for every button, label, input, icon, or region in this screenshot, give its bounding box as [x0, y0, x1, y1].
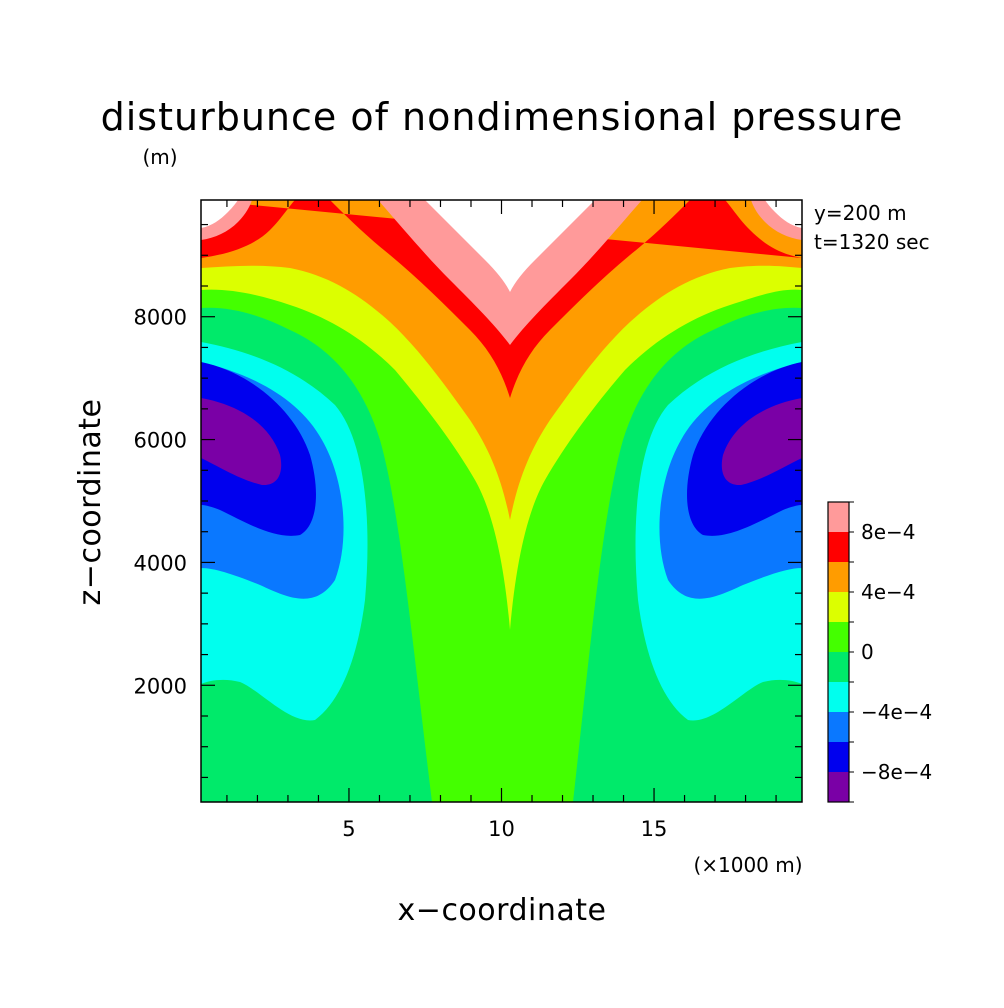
colorbar: 8e−4 4e−4 0 −4e−4 −8e−4 [827, 501, 932, 803]
y-tick-label: 8000 [134, 306, 187, 330]
y-tick-label: 6000 [134, 429, 187, 453]
colorbar-swatch [828, 682, 849, 712]
colorbar-label: −8e−4 [861, 760, 932, 784]
colorbar-swatch [828, 742, 849, 772]
colorbar-swatch [828, 712, 849, 742]
contour-band-minus4e-4-to-minus6e-4 [201, 362, 802, 599]
contour-band-minus6e-4-to-minus8e-4 [201, 362, 802, 536]
y-axis: 2000 4000 6000 8000 [134, 223, 802, 779]
annotation-t: t=1320 sec [814, 230, 930, 254]
colorbar-label: 4e−4 [861, 580, 916, 604]
colorbar-swatch [828, 622, 849, 652]
colorbar-swatch [828, 772, 849, 802]
colorbar-label: −4e−4 [861, 700, 932, 724]
y-axis-label: z−coordinate [73, 399, 108, 606]
colorbar-swatch [828, 592, 849, 622]
x-axis: 5 10 15 [226, 200, 777, 841]
annotation-y: y=200 m [814, 201, 907, 225]
colorbar-swatch [828, 652, 849, 682]
contour-field [201, 200, 802, 802]
colorbar-swatch [828, 562, 849, 592]
x-tick-label: 5 [342, 817, 355, 841]
x-axis-label: x−coordinate [398, 893, 607, 928]
y-axis-unit: (m) [142, 145, 177, 169]
y-tick-label: 2000 [134, 674, 187, 698]
colorbar-swatch [828, 502, 849, 532]
colorbar-label: 8e−4 [861, 520, 916, 544]
contour-band-below-minus8e-4 [201, 398, 802, 486]
colorbar-swatch [828, 532, 849, 562]
x-tick-label: 10 [488, 817, 515, 841]
chart-title: disturbunce of nondimensional pressure [101, 95, 904, 139]
x-axis-unit: (×1000 m) [693, 853, 802, 877]
x-tick-label: 15 [641, 817, 668, 841]
y-tick-label: 4000 [134, 551, 187, 575]
contour-band-minus2e-4-to-minus4e-4 [201, 200, 802, 721]
colorbar-label: 0 [861, 640, 874, 664]
contour-band-above-1e-3 [201, 200, 802, 292]
